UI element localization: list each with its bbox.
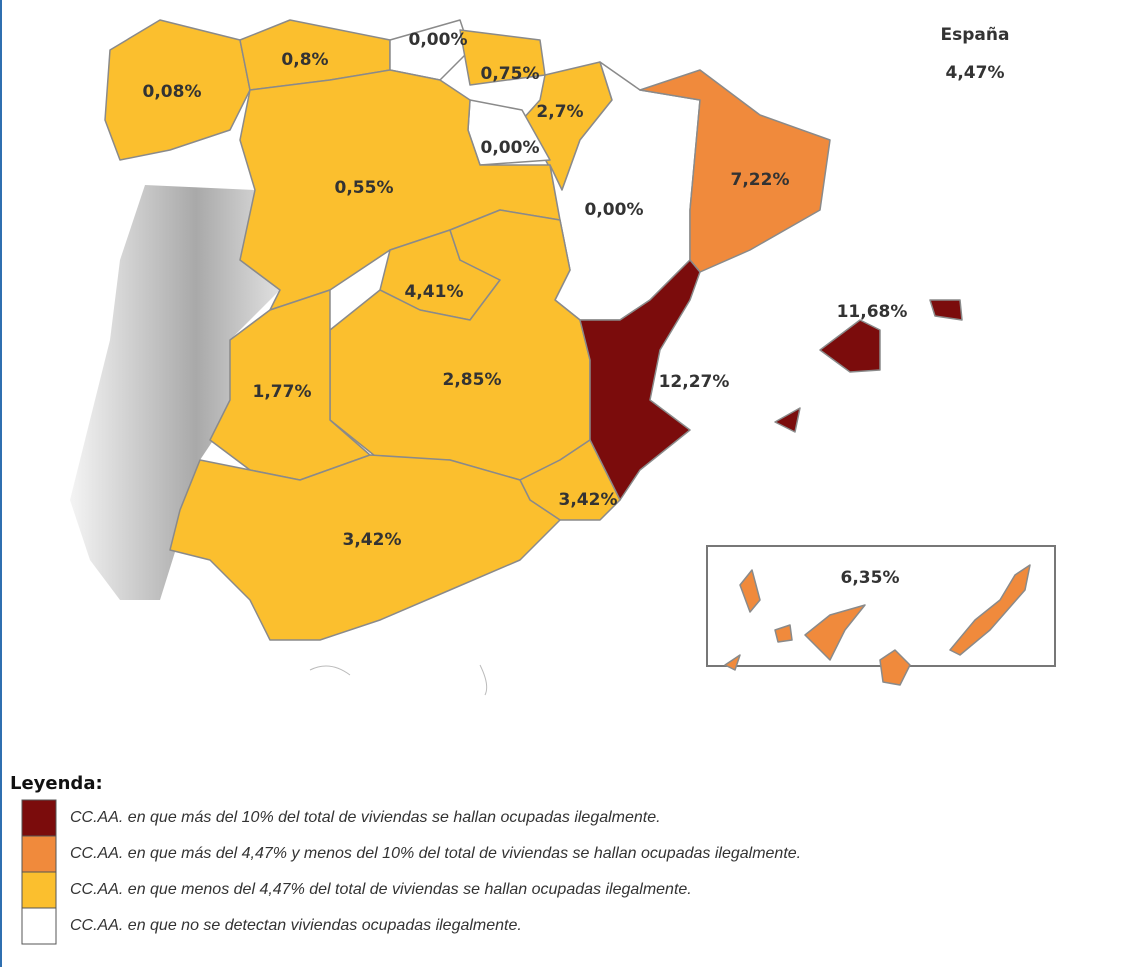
region xyxy=(929,299,963,321)
portugal xyxy=(70,185,280,600)
region xyxy=(739,569,761,613)
national-title: España xyxy=(941,25,1010,45)
region-label: 0,00% xyxy=(481,138,540,158)
legend-text: CC.AA. en que menos del 4,47% del total … xyxy=(70,881,692,898)
region xyxy=(774,407,801,433)
region xyxy=(389,19,471,81)
region-label: 11,68% xyxy=(837,302,908,322)
region xyxy=(639,69,831,273)
region xyxy=(104,19,251,161)
region-label: 7,22% xyxy=(731,170,790,190)
region-label: 3,42% xyxy=(343,530,402,550)
coast-detail xyxy=(309,664,488,696)
region xyxy=(879,649,911,686)
legend-title: Leyenda: xyxy=(10,773,103,794)
region xyxy=(804,604,866,661)
region-label: 4,41% xyxy=(405,282,464,302)
region-label: 0,55% xyxy=(335,178,394,198)
legend-swatch xyxy=(21,835,57,873)
national-value: 4,47% xyxy=(946,63,1005,83)
legend-text: CC.AA. en que más del 10% del total de v… xyxy=(70,809,661,826)
legend-swatch xyxy=(21,871,57,909)
region-label: 12,27% xyxy=(659,372,730,392)
region-label: 0,08% xyxy=(143,82,202,102)
region xyxy=(724,654,741,671)
region-label: 3,42% xyxy=(559,490,618,510)
region-label: 2,85% xyxy=(443,370,502,390)
region-label: 1,77% xyxy=(253,382,312,402)
legend-text: CC.AA. en que no se detectan viviendas o… xyxy=(70,917,522,934)
region xyxy=(774,624,793,643)
legend-swatch xyxy=(21,907,57,945)
legend-swatch xyxy=(21,799,57,837)
region-label: 0,00% xyxy=(409,30,468,50)
region-label: 2,7% xyxy=(536,102,583,122)
region-label: 0,00% xyxy=(585,200,644,220)
region xyxy=(169,454,561,641)
region-label: 0,8% xyxy=(281,50,328,70)
region xyxy=(819,319,881,373)
region xyxy=(949,564,1031,656)
legend-text: CC.AA. en que más del 4,47% y menos del … xyxy=(70,845,801,862)
region-label: 6,35% xyxy=(841,568,900,588)
region-label: 0,75% xyxy=(481,64,540,84)
